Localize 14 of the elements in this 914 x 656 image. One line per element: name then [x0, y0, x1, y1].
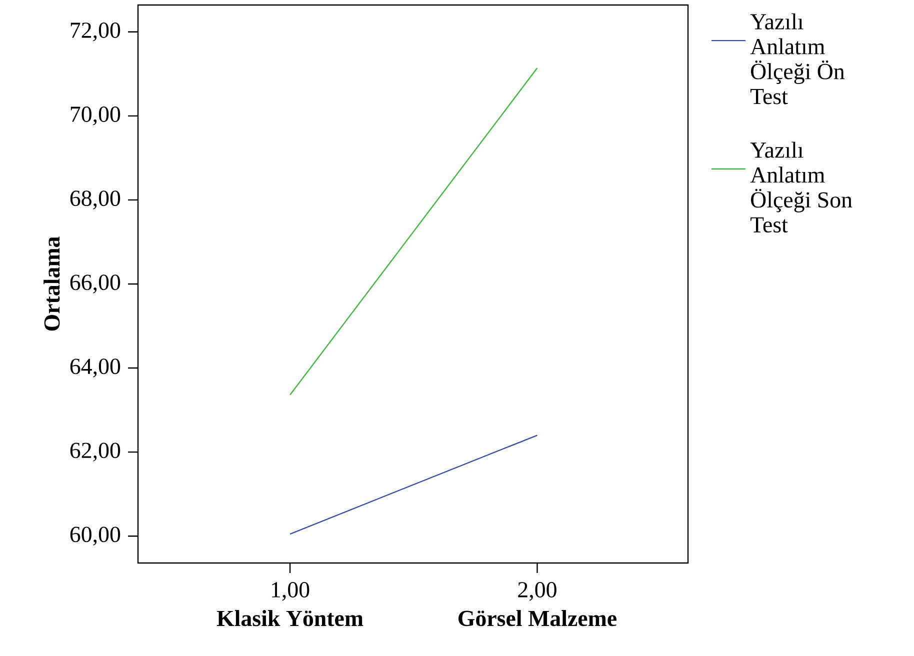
- legend-label: Yazılı Anlatım Ölçeği Ön Test: [750, 13, 845, 104]
- y-tick-label: 60,00: [70, 526, 120, 546]
- x-tick-label: 1,00: [272, 582, 310, 601]
- y-tick-label: 68,00: [70, 190, 120, 210]
- text: Görsel Malzeme: [458, 610, 616, 626]
- text: Klasik Yöntem: [216, 610, 364, 626]
- y-tick-label: 66,00: [70, 274, 120, 294]
- x-tick-label: 2,00: [518, 582, 556, 601]
- y-axis-title: Ortalama: [44, 236, 60, 331]
- y-tick-label: 72,00: [70, 22, 120, 42]
- legend-label: Yazılı Anlatım Ölçeği Son Test: [750, 142, 852, 233]
- y-tick-label: 70,00: [70, 106, 120, 126]
- y-tick-label: 62,00: [70, 442, 120, 462]
- y-tick-label: 64,00: [70, 358, 120, 378]
